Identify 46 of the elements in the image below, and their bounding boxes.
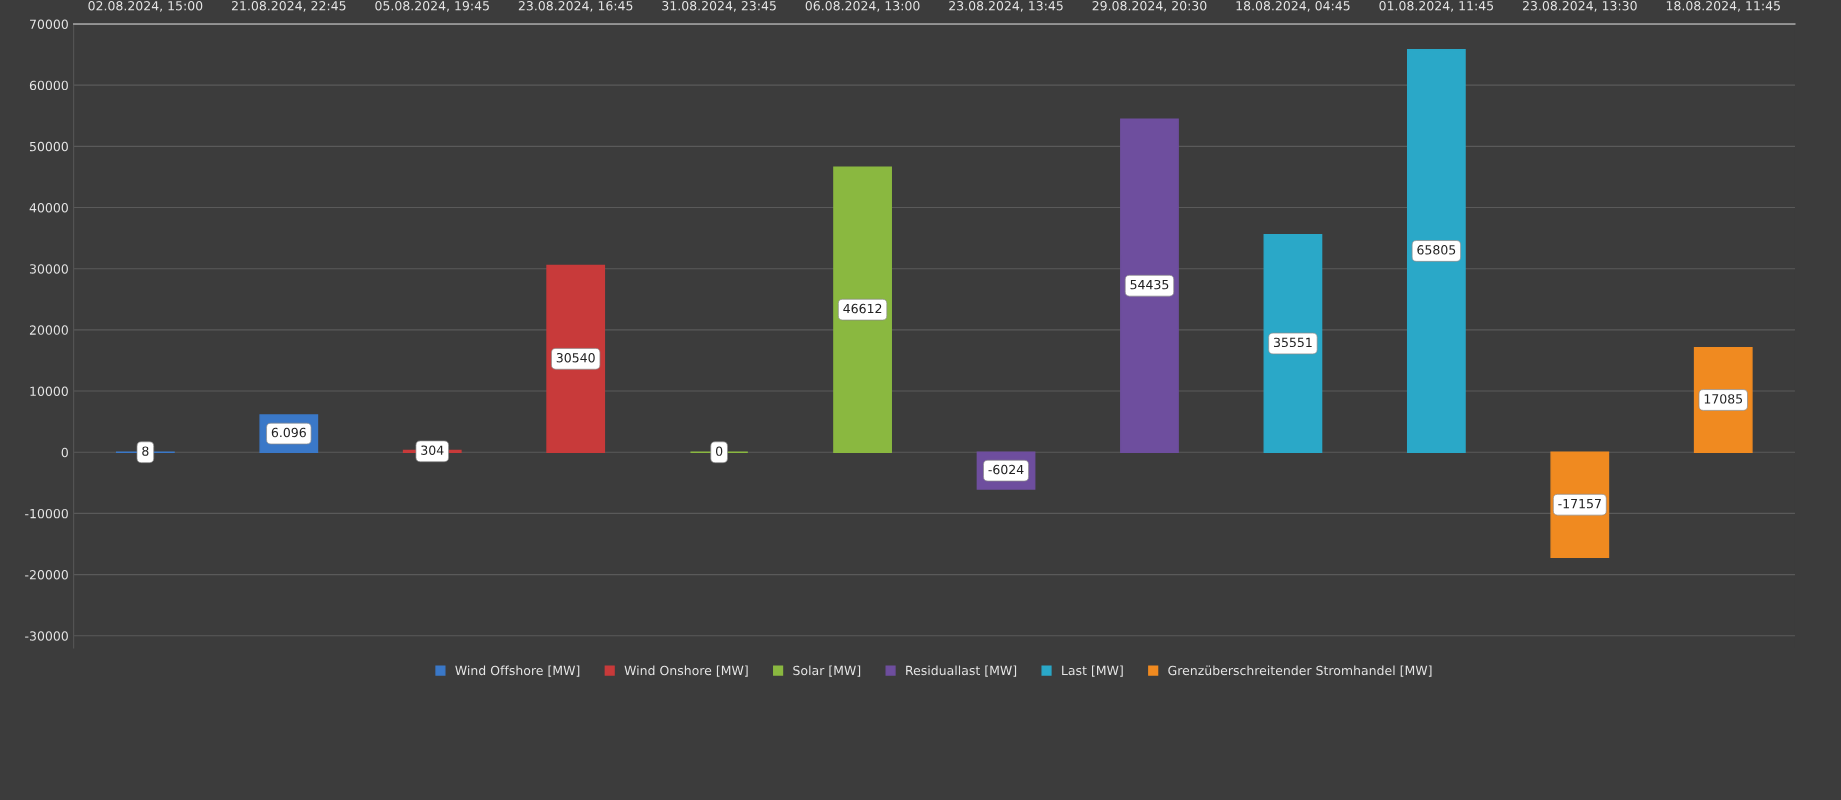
legend-label: Wind Onshore [MW]: [624, 665, 748, 677]
x-tick-label: 05.08.2024, 19:45: [375, 1, 489, 12]
data-label: -6024: [988, 464, 1024, 475]
data-label: 304: [421, 445, 444, 455]
y-tick-label: 0: [61, 447, 68, 458]
bar: [546, 264, 606, 453]
data-label: 65805: [1417, 245, 1456, 255]
data-label: 6.096: [271, 427, 306, 438]
legend-label: Grenzüberschreitender Stromhandel [MW]: [1168, 665, 1432, 677]
data-label: -17157: [1558, 499, 1601, 509]
data-label: 54435: [1130, 279, 1169, 290]
legend-label: Last [MW]: [1062, 665, 1123, 677]
y-tick-label: 40000: [29, 203, 68, 213]
x-tick-label: 29.08.2024, 20:30: [1092, 1, 1207, 12]
data-label: 46612: [843, 303, 882, 314]
y-tick-label: -10000: [25, 508, 68, 519]
x-tick-label: 18.08.2024, 04:45: [1236, 1, 1350, 12]
x-tick-label: 06.08.2024, 13:00: [805, 1, 920, 12]
y-tick-label: 10000: [30, 386, 68, 396]
data-label: 35551: [1273, 337, 1312, 348]
x-tick-label: 18.08.2024, 11:45: [1666, 1, 1780, 12]
y-tick-label: 70000: [30, 19, 68, 29]
data-label: 8: [142, 446, 149, 456]
legend-label: Solar [MW]: [793, 665, 861, 677]
bar: [833, 166, 892, 453]
legend-label: Residuallast [MW]: [906, 665, 1017, 677]
x-tick-label: 31.08.2024, 23:45: [662, 1, 776, 12]
y-tick-label: 30000: [29, 264, 68, 274]
y-tick-label: 50000: [29, 141, 68, 152]
x-tick-label: 21.08.2024, 22:45: [231, 1, 346, 12]
data-label: 17085: [1704, 394, 1743, 404]
y-tick-label: 60000: [29, 80, 68, 91]
x-tick-label: 23.08.2024, 16:45: [518, 1, 633, 12]
y-tick-label: -30000: [25, 631, 68, 641]
y-tick-label: -20000: [25, 570, 68, 580]
y-tick-label: 20000: [29, 325, 68, 335]
x-tick-label: 01.08.2024, 11:45: [1379, 1, 1494, 12]
x-tick-label: 02.08.2024, 15:00: [88, 1, 203, 12]
bar: [1120, 118, 1179, 453]
bar: [1406, 48, 1466, 453]
x-tick-label: 23.08.2024, 13:30: [1522, 1, 1637, 12]
legend-label: Wind Offshore [MW]: [455, 665, 580, 677]
data-label: 30540: [556, 352, 595, 363]
bar: [1263, 234, 1323, 453]
data-label: 0: [715, 446, 723, 456]
x-tick-label: 23.08.2024, 13:45: [949, 1, 1063, 12]
